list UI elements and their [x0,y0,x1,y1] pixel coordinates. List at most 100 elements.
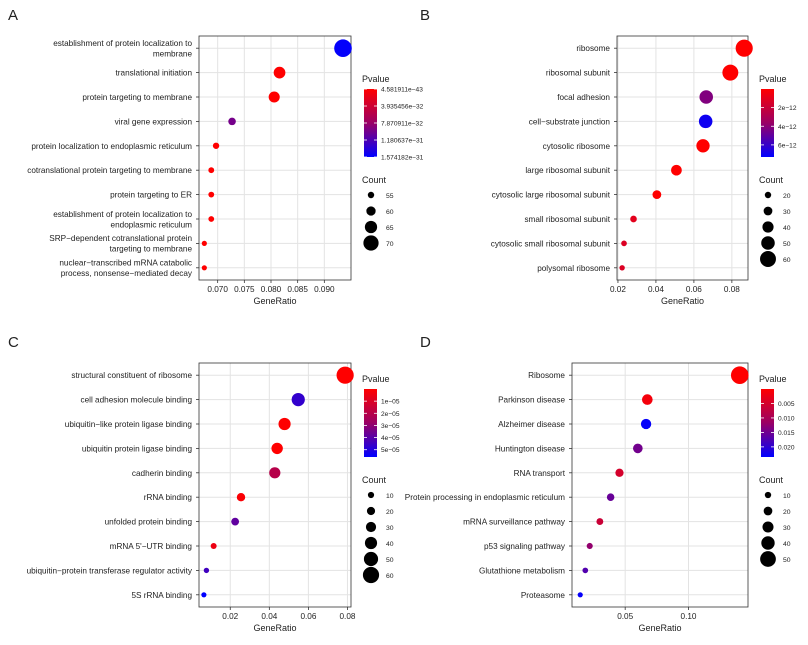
term-label: mRNA 5'−UTR binding [110,542,193,551]
data-point [208,216,215,222]
data-point [615,468,624,477]
count-legend-label: 50 [783,557,791,564]
data-point [273,66,286,79]
data-point [210,543,217,549]
plot-area [199,363,351,607]
pvalue-legend-label: 3e−05 [381,423,400,430]
count-legend-label: 20 [783,193,791,200]
pvalue-legend-title: Pvalue [759,74,787,84]
term-label: translational initiation [116,69,193,78]
pvalue-legend-label: 0.005 [778,401,795,408]
pvalue-legend-label: 6e−12 [778,142,797,149]
count-legend-dot [367,191,375,199]
term-label: Protein processing in endoplasmic reticu… [405,493,565,502]
data-point [671,164,682,176]
pvalue-legend-label: 1.180637e−31 [381,138,424,145]
term-label: establishment of protein localization to [53,39,192,48]
count-legend-title: Count [759,475,784,485]
term-label: Ribosome [528,371,565,380]
term-label: cytosolic small ribosomal subunit [491,239,611,248]
data-point [201,240,207,246]
pvalue-legend-label: 5e−05 [381,447,400,454]
count-legend-dot [764,191,772,199]
x-tick-label: 0.070 [207,285,228,294]
term-label: protein targeting to membrane [82,93,192,102]
count-legend-dot [364,220,378,234]
data-point [633,443,643,454]
count-legend-label: 60 [783,257,791,264]
pvalue-colorbar [761,389,774,457]
data-point [730,366,749,385]
term-label: Huntington disease [495,444,566,453]
data-point [271,442,283,455]
data-point [577,592,583,598]
term-label: structural constituent of ribosome [71,371,192,380]
term-label: cytosolic ribosome [543,142,611,151]
data-point [698,114,713,129]
count-legend-dot [760,251,776,267]
data-point [231,517,240,526]
term-label: cell−substrate junction [529,117,611,126]
count-legend-label: 40 [783,541,791,548]
panel-label: B [420,7,430,24]
x-tick-label: 0.10 [681,612,697,621]
data-point [291,393,305,407]
term-label: process, nonsense−mediated decay [61,269,193,278]
count-legend-title: Count [759,175,784,185]
x-tick-label: 0.085 [287,285,308,294]
x-tick-label: 0.02 [222,612,238,621]
term-label: p53 signaling pathway [484,542,566,551]
term-label: cadherin binding [132,469,193,478]
pvalue-legend-title: Pvalue [362,74,390,84]
data-point [621,240,627,247]
term-label: mRNA surveillance pathway [463,518,566,527]
data-point [630,215,637,223]
x-axis-title: GeneRatio [661,296,704,306]
pvalue-legend-label: 0.020 [778,444,795,451]
data-point [203,567,210,574]
data-point [228,117,236,126]
count-legend-label: 55 [386,193,394,200]
data-point [606,493,615,501]
data-point [268,91,280,103]
pvalue-colorbar [761,89,774,157]
panel-label: D [420,334,431,351]
count-legend-label: 30 [386,525,394,532]
pvalue-colorbar [364,89,377,157]
panel-label: C [8,334,19,351]
data-point [596,518,604,526]
count-legend-label: 65 [386,225,394,232]
plot-border [571,362,749,608]
count-legend-dot [364,536,378,550]
x-tick-label: 0.04 [261,612,277,621]
term-label: endoplasmic reticulum [111,220,193,229]
panel-label: A [8,7,18,24]
count-legend-label: 50 [783,241,791,248]
term-label: establishment of protein localization to [53,210,192,219]
plot-area [572,363,748,607]
data-point [619,265,625,271]
pvalue-colorbar [364,389,377,457]
term-label: Proteasome [521,591,566,600]
data-point [212,142,220,149]
term-label: ribosome [576,44,610,53]
count-legend-dot [362,566,380,584]
pvalue-legend-label: 3.935456e−32 [381,104,424,111]
data-point [640,418,652,430]
plot-border [198,362,352,608]
count-legend-label: 60 [386,573,394,580]
term-label: polysomal ribosome [537,264,610,273]
count-legend-label: 40 [783,225,791,232]
count-legend-label: 20 [783,509,791,516]
plot-border [198,35,352,281]
x-tick-label: 0.05 [617,612,633,621]
x-axis-title: GeneRatio [253,296,296,306]
term-label: protein targeting to ER [110,191,192,200]
count-legend-label: 30 [783,525,791,532]
data-point [735,39,753,57]
x-tick-label: 0.080 [261,285,282,294]
term-label: 5S rRNA binding [131,591,192,600]
count-legend-dot [762,221,774,233]
